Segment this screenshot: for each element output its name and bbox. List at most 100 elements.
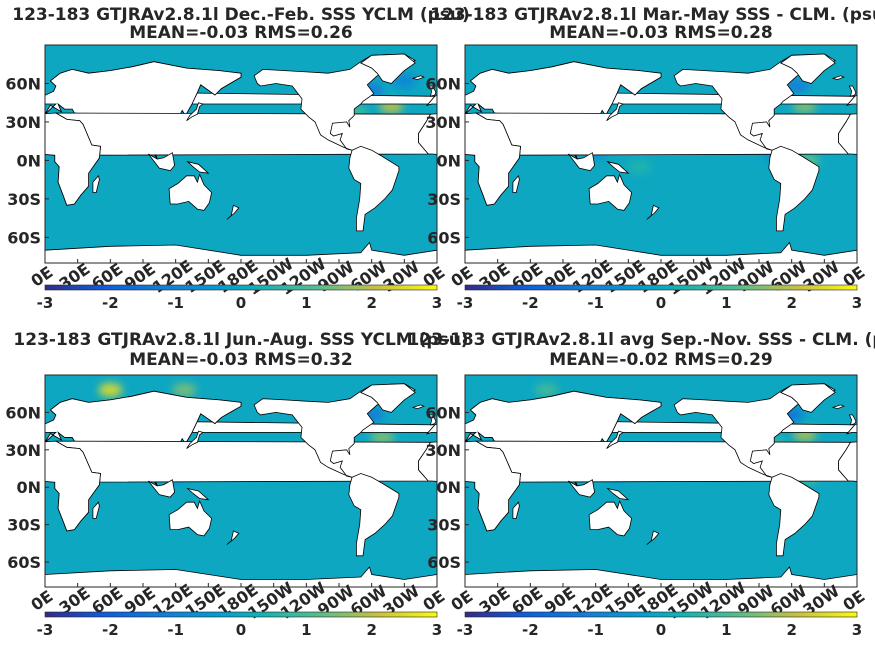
land-madagascar xyxy=(92,501,100,519)
land-eurasia-east-wrap xyxy=(846,423,857,443)
land-antarctica xyxy=(45,566,437,587)
land-australia xyxy=(588,173,633,211)
y-tick-label: 30N xyxy=(5,441,41,460)
land-eurasia-east-wrap xyxy=(426,423,437,443)
y-tick-label: 30N xyxy=(425,113,461,132)
y-tick-label: 30S xyxy=(7,516,41,535)
land-japan xyxy=(606,102,624,122)
anomaly-patch-5 xyxy=(627,159,652,174)
map-panel-2: 123-183 GTJRAv2.8.1l Mar.-May SSS - CLM.… xyxy=(425,5,875,312)
panel-stats: MEAN=-0.03 RMS=0.28 xyxy=(549,23,773,43)
y-tick-label: 60N xyxy=(5,403,41,422)
colorbar xyxy=(464,284,858,291)
land-south-america xyxy=(348,145,400,232)
land-africa-east-wrap xyxy=(838,113,857,155)
y-tick-label: 30S xyxy=(427,516,461,535)
land-africa-west xyxy=(45,440,101,532)
panel-title: 123-183 GTJRAv2.8.1l Jun.-Aug. SSS YCLM … xyxy=(13,330,468,350)
colorbar-tick-label: 3 xyxy=(852,294,862,312)
map-panel-1: 123-183 GTJRAv2.8.1l Dec.-Feb. SSS YCLM … xyxy=(5,5,470,312)
land-greenland xyxy=(360,53,416,84)
map-panel-4: 123-183 GTJRAv2.8.1l avg Sep.-Nov. SSS -… xyxy=(407,330,875,639)
land-new-guinea xyxy=(186,160,210,174)
land-indonesia xyxy=(148,479,176,498)
y-tick-label: 60S xyxy=(7,553,41,572)
land-japan xyxy=(186,430,204,449)
colorbar xyxy=(464,611,858,618)
y-tick-label: 30N xyxy=(425,441,461,460)
colorbar-tick-label: -3 xyxy=(457,294,474,312)
panel-stats: MEAN=-0.03 RMS=0.32 xyxy=(129,350,353,370)
land-south-america xyxy=(768,473,820,557)
land-antarctica xyxy=(465,241,857,263)
colorbar-tick-label: -1 xyxy=(587,294,604,312)
colorbar-tick-label: -2 xyxy=(522,294,539,312)
anomaly-patch-1 xyxy=(98,382,123,397)
land-south-america xyxy=(768,145,820,232)
colorbar-tick-label: 1 xyxy=(721,294,731,312)
colorbar-tick-label: 1 xyxy=(721,621,731,639)
land-africa-west xyxy=(465,112,521,206)
land-madagascar xyxy=(512,501,520,519)
land-new-zealand xyxy=(646,204,660,220)
land-iceland xyxy=(831,75,845,81)
colorbar-tick-label: 1 xyxy=(301,294,311,312)
anomaly-patch-4 xyxy=(370,430,395,445)
y-tick-label: 60S xyxy=(427,228,461,247)
y-tick-label: 0N xyxy=(436,151,461,170)
y-tick-label: 60S xyxy=(7,228,41,247)
land-madagascar xyxy=(92,174,100,193)
colorbar-tick-label: 2 xyxy=(366,294,376,312)
colorbar-tick-label: -3 xyxy=(457,621,474,639)
land-eurasia-east-wrap xyxy=(426,94,437,115)
colorbar-tick-label: 2 xyxy=(366,621,376,639)
x-tick-label: 0E xyxy=(839,586,868,614)
colorbar xyxy=(44,611,438,618)
y-tick-label: 60N xyxy=(5,74,41,93)
land-greenland xyxy=(359,383,416,413)
land-australia xyxy=(168,499,213,537)
land-uk xyxy=(428,414,437,426)
x-tick-label: 0E xyxy=(447,586,476,614)
land-japan xyxy=(606,430,624,449)
panel-title: 123-183 GTJRAv2.8.1l Mar.-May SSS - CLM.… xyxy=(430,5,875,25)
colorbar-tick-label: -2 xyxy=(102,621,119,639)
colorbar-tick-label: -2 xyxy=(102,294,119,312)
colorbar-tick-label: 2 xyxy=(786,294,796,312)
land-iceland xyxy=(411,404,425,410)
land-new-guinea xyxy=(186,487,210,501)
colorbar-tick-label: -3 xyxy=(37,621,54,639)
y-tick-label: 30S xyxy=(427,190,461,209)
land-iceland xyxy=(831,404,845,410)
land-new-guinea xyxy=(606,487,630,501)
land-indonesia xyxy=(568,479,596,498)
y-tick-label: 60S xyxy=(427,553,461,572)
x-tick-label: 0E xyxy=(419,586,448,614)
colorbar-tick-label: 1 xyxy=(301,621,311,639)
colorbar-tick-label: -2 xyxy=(522,621,539,639)
land-africa-east-wrap xyxy=(418,113,437,155)
y-tick-label: 60N xyxy=(425,74,461,93)
y-tick-label: 30N xyxy=(5,113,41,132)
y-tick-label: 0N xyxy=(16,478,41,497)
land-north-america xyxy=(253,383,417,478)
land-south-america xyxy=(348,473,400,557)
land-indonesia xyxy=(568,152,596,172)
land-north-america xyxy=(673,383,837,478)
land-north-america xyxy=(673,53,837,151)
anomaly-patch-2 xyxy=(172,382,197,397)
land-iceland xyxy=(411,75,425,81)
colorbar-tick-label: 3 xyxy=(432,294,442,312)
panel-title: 123-183 GTJRAv2.8.1l Dec.-Feb. SSS YCLM … xyxy=(12,5,470,25)
land-madagascar xyxy=(512,174,520,193)
land-uk xyxy=(848,85,857,97)
land-uk xyxy=(848,414,857,426)
panel-title: 123-183 GTJRAv2.8.1l avg Sep.-Nov. SSS -… xyxy=(407,330,875,350)
colorbar-tick-label: 0 xyxy=(236,621,246,639)
land-japan xyxy=(186,102,204,122)
colorbar-tick-label: 0 xyxy=(656,294,666,312)
land-new-zealand xyxy=(646,530,660,545)
x-tick-label: 0E xyxy=(27,586,56,614)
y-tick-label: 30S xyxy=(7,190,41,209)
